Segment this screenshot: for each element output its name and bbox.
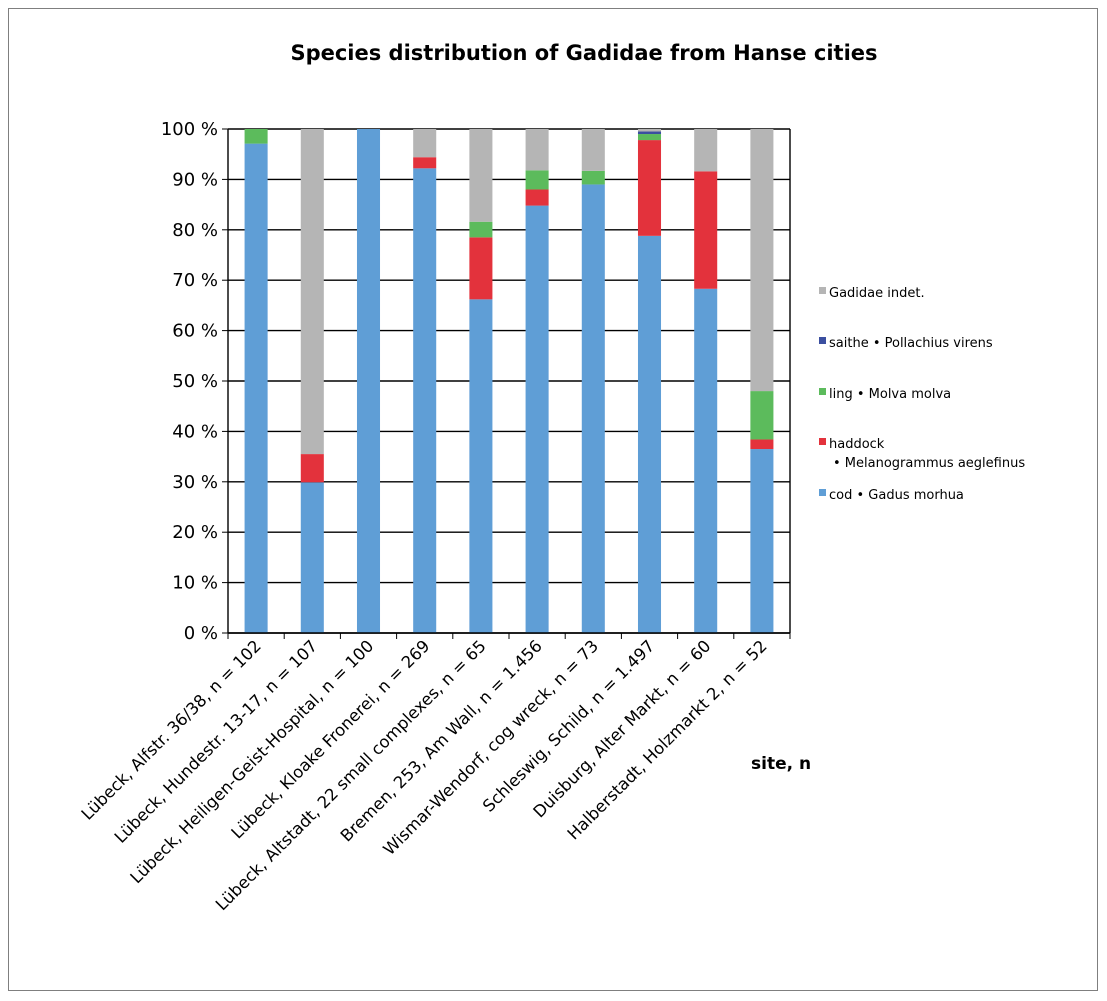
legend-label: haddock — [829, 437, 885, 452]
legend-label: Gadidae indet. — [829, 286, 925, 301]
chart-title: Species distribution of Gadidae from Han… — [290, 41, 877, 65]
bar-segment-cod — [413, 168, 437, 633]
bar-segment-indet — [469, 129, 493, 222]
y-tick-label: 30 % — [172, 472, 218, 493]
x-tick-label: Halberstadt, Holzmarkt 2, n = 52 — [564, 636, 771, 843]
legend-swatch — [819, 287, 826, 294]
bar-segment-cod — [525, 205, 549, 633]
bar-segment-haddock — [750, 439, 774, 450]
x-tick-label: Lübeck, Heiligen-Geist-Hospital, n = 100 — [127, 636, 378, 887]
bar-segment-haddock — [469, 237, 493, 300]
bar-segment-indet — [413, 129, 437, 158]
bar-segment-cod — [244, 143, 268, 633]
legend-swatch — [819, 489, 826, 496]
bar-segment-cod — [300, 482, 324, 633]
bars — [244, 129, 774, 633]
bar-segment-indet — [525, 129, 549, 171]
bar-segment-haddock — [413, 157, 437, 169]
bar-segment-cod — [581, 184, 605, 633]
legend-label: ling • Molva molva — [829, 387, 951, 402]
legend-label: cod • Gadus morhua — [829, 488, 964, 503]
x-tick-label: Bremen, 253, Am Wall, n = 1.456 — [337, 636, 546, 845]
y-tick-label: 0 % — [184, 623, 218, 644]
legend-swatch — [819, 438, 826, 445]
chart-frame — [8, 8, 1098, 991]
x-tick-label: Lübeck, Hundestr. 13-17, n = 107 — [111, 636, 321, 846]
y-tick-label: 10 % — [172, 573, 218, 594]
bar-segment-ling — [244, 129, 268, 144]
legend-label: saithe • Pollachius virens — [829, 336, 993, 351]
legend: Gadidae indet. saithe • Pollachius virens… — [819, 286, 1025, 503]
bar-segment-haddock — [525, 189, 549, 206]
bar-segment-ling — [525, 170, 549, 190]
bar-segment-cod — [694, 288, 718, 633]
bar-segment-haddock — [637, 140, 662, 236]
x-tick-label: Lübeck, Altstadt, 22 small complexes, n … — [212, 636, 490, 914]
y-tick-label: 60 % — [172, 321, 218, 342]
y-tick-label: 40 % — [172, 421, 218, 442]
bar-segment-cod — [637, 235, 662, 633]
y-tick-label: 100 % — [161, 119, 218, 140]
y-tick-label: 80 % — [172, 220, 218, 241]
y-tick-label: 70 % — [172, 270, 218, 291]
legend-swatch — [819, 388, 826, 395]
x-axis-title: site, n — [751, 754, 811, 774]
bar-segment-indet — [300, 129, 324, 455]
bar-segment-indet — [581, 129, 605, 171]
bar-segment-ling — [637, 134, 662, 141]
bar-segment-cod — [356, 129, 381, 633]
y-axis: 0 % 10 % 20 % 30 % 40 % 50 % 60 % 70 % 80 % 90 % 1… — [161, 119, 791, 644]
bar-segment-cod — [750, 449, 774, 633]
y-tick-label: 50 % — [172, 371, 218, 392]
legend-label: • Melanogrammus aeglefinus — [833, 456, 1025, 471]
bar-segment-ling — [469, 221, 493, 238]
bar-segment-saithe — [637, 131, 662, 135]
bar-segment-cod — [469, 299, 493, 633]
legend-swatch — [819, 337, 826, 344]
bar-segment-indet — [694, 129, 718, 172]
bar-segment-indet — [750, 129, 774, 392]
bar-segment-haddock — [300, 454, 324, 483]
bar-segment-haddock — [694, 171, 718, 289]
y-tick-label: 20 % — [172, 522, 218, 543]
y-tick-label: 90 % — [172, 169, 218, 190]
bar-segment-ling — [750, 391, 774, 440]
bar-segment-ling — [581, 170, 605, 185]
bar-segment-indet — [637, 129, 662, 132]
x-tick-label: Lübeck, Kloake Fronerei, n = 269 — [227, 636, 433, 842]
